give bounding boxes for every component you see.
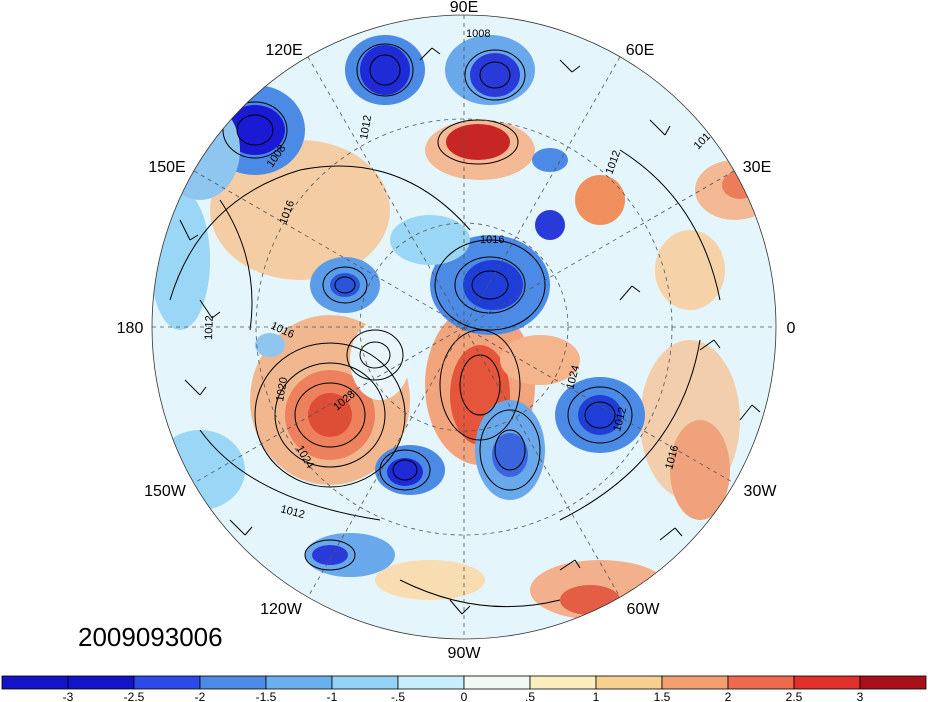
colorbar-swatch bbox=[2, 676, 68, 689]
lon-label-90w: 90W bbox=[448, 645, 482, 662]
colorbar-swatch bbox=[794, 676, 860, 689]
map-disc: 1008 1008 1012 1012 1012 1012 1012 1016 … bbox=[150, 15, 776, 639]
colorbar-swatch bbox=[398, 676, 464, 689]
colorbar-tick-label: -1 bbox=[327, 690, 338, 702]
colorbar: -3 -2.5 -2 -1.5 -1 -.5 0 .5 1 1.5 2 2.5 3 bbox=[2, 676, 926, 702]
lon-label-0: 0 bbox=[787, 320, 796, 337]
colorbar-tick-label: -2.5 bbox=[124, 690, 145, 702]
colorbar-tick-label: 2.5 bbox=[786, 690, 803, 702]
colorbar-swatch bbox=[662, 676, 728, 689]
colorbar-swatch bbox=[68, 676, 134, 689]
contour-label-1012-left: 1012 bbox=[203, 315, 216, 340]
colorbar-swatch bbox=[596, 676, 662, 689]
lon-label-180: 180 bbox=[117, 320, 144, 337]
colorbar-swatch bbox=[266, 676, 332, 689]
lon-label-60w: 60W bbox=[627, 601, 661, 618]
colorbar-tick-label: .5 bbox=[525, 690, 535, 702]
colorbar-tick-label: -.5 bbox=[391, 690, 405, 702]
colorbar-swatch bbox=[728, 676, 794, 689]
lon-label-120w: 120W bbox=[260, 601, 303, 618]
lon-label-150e: 150E bbox=[148, 159, 185, 176]
lon-label-90e: 90E bbox=[450, 0, 478, 16]
lon-label-30w: 30W bbox=[744, 483, 778, 500]
colorbar-tick-label: -1.5 bbox=[256, 690, 277, 702]
colorbar-swatch bbox=[860, 676, 926, 689]
colorbar-swatch bbox=[332, 676, 398, 689]
lon-label-30e: 30E bbox=[743, 159, 771, 176]
lon-label-150w: 150W bbox=[144, 483, 187, 500]
colorbar-swatch bbox=[200, 676, 266, 689]
colorbar-tick-label: -3 bbox=[63, 690, 74, 702]
colorbar-tick-label: 0 bbox=[461, 690, 468, 702]
lon-label-60e: 60E bbox=[626, 42, 654, 59]
colorbar-tick-label: 1.5 bbox=[654, 690, 671, 702]
colorbar-swatch bbox=[134, 676, 200, 689]
colorbar-tick-label: 3 bbox=[857, 690, 864, 702]
colorbar-tick-label: 1 bbox=[593, 690, 600, 702]
contour-label-1016-center: 1016 bbox=[480, 234, 504, 246]
colorbar-swatch bbox=[464, 676, 530, 689]
colorbar-tick-label: -2 bbox=[195, 690, 206, 702]
lon-label-120e: 120E bbox=[265, 42, 302, 59]
colorbar-tick-label: 2 bbox=[725, 690, 732, 702]
timestamp-label: 2009093006 bbox=[78, 622, 223, 652]
colorbar-swatch bbox=[530, 676, 596, 689]
contour-label-1008-top: 1008 bbox=[466, 28, 490, 40]
